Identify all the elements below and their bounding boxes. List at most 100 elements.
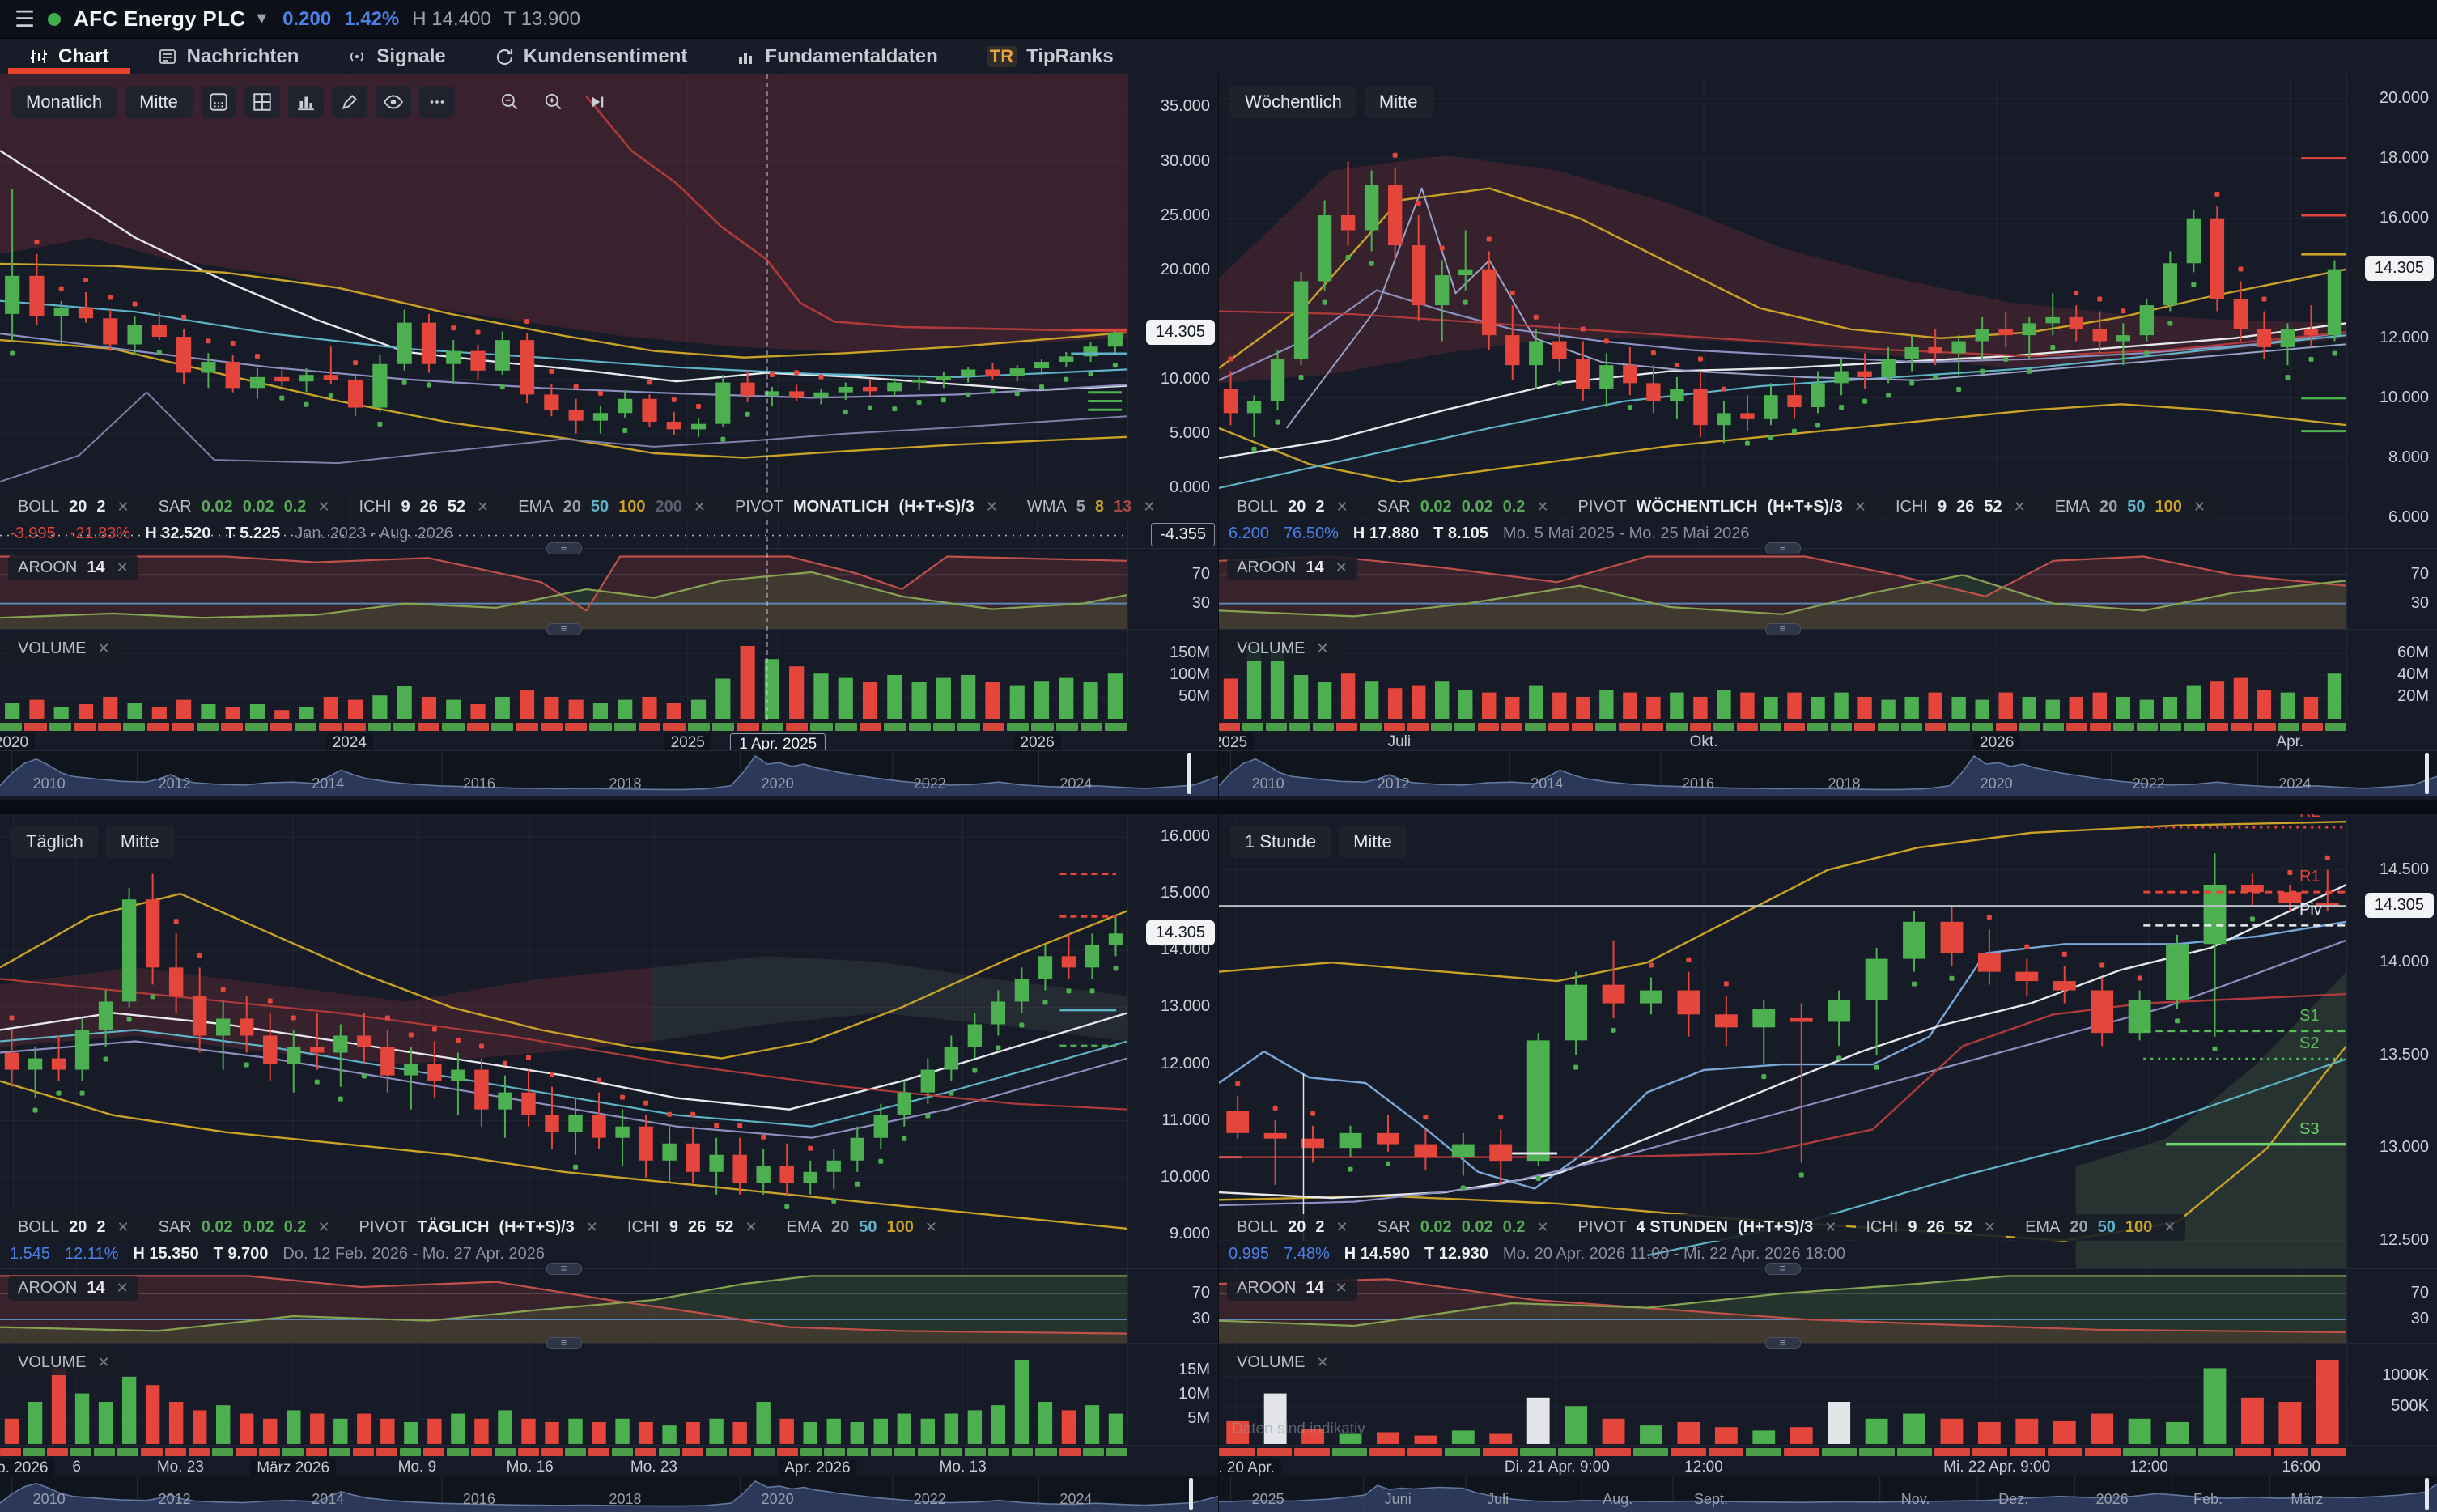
timeframe-chip[interactable]: 1 Stunde (1230, 826, 1331, 858)
tab-kundensentiment[interactable]: Kundensentiment (473, 39, 709, 74)
volume-chip[interactable]: VOLUME ✕ (1227, 1350, 1339, 1375)
chevron-down-icon[interactable]: ▼ (253, 10, 270, 28)
indicator-remove-icon[interactable]: ✕ (97, 1354, 110, 1370)
panel-resize-handle[interactable]: ≡ (546, 623, 582, 635)
navigator[interactable]: 2010 2012 2014 2016 2018 2020 2022 2024 (0, 1476, 1218, 1512)
timeframe-chip[interactable]: Täglich (11, 826, 98, 858)
indicator-remove-icon[interactable]: ✕ (116, 1280, 129, 1296)
indicator-remove-icon[interactable]: ✕ (477, 499, 490, 515)
indicator-chip-ema[interactable]: EMA 20 50 100 ✕ (2015, 1214, 2186, 1241)
indicator-chip-ema[interactable]: EMA 20 50 100 ✕ (2044, 494, 2216, 520)
indicator-remove-icon[interactable]: ✕ (2013, 499, 2026, 515)
aroon-chip[interactable]: AROON 14 ✕ (1227, 1276, 1357, 1301)
indicator-chip-boll[interactable]: BOLL 20 2 ✕ (8, 494, 139, 520)
nav-range-handle[interactable] (1187, 753, 1192, 794)
row-height-chip[interactable]: Mitte (125, 86, 193, 118)
indicator-remove-icon[interactable]: ✕ (1335, 1280, 1348, 1296)
indicator-chip-pivot[interactable]: PIVOT TÄGLICH (H+T+S)/3 ✕ (349, 1214, 608, 1241)
skip-end-button[interactable] (580, 86, 615, 118)
indicator-chip-ichi[interactable]: ICHI 9 26 52 ✕ (1885, 494, 2036, 520)
zoom-in-button[interactable] (536, 86, 571, 118)
volume-chip[interactable]: VOLUME ✕ (8, 1350, 120, 1375)
indicator-chip-ema[interactable]: EMA 20 50 100 200 ✕ (508, 494, 715, 520)
indicator-chip-boll[interactable]: BOLL 20 2 ✕ (1227, 1214, 1358, 1241)
indicator-remove-icon[interactable]: ✕ (97, 640, 110, 656)
indicator-remove-icon[interactable]: ✕ (117, 1219, 129, 1235)
indicator-chip-ichi[interactable]: ICHI 9 26 52 ✕ (1856, 1214, 2006, 1241)
timeframe-chip[interactable]: Monatlich (11, 86, 117, 118)
indicator-remove-icon[interactable]: ✕ (1536, 1219, 1549, 1235)
indicator-chip-sar[interactable]: SAR 0.02 0.02 0.2 ✕ (1367, 494, 1559, 520)
indicator-remove-icon[interactable]: ✕ (317, 499, 330, 515)
indicator-remove-icon[interactable]: ✕ (693, 499, 706, 515)
indicator-chip-pivot[interactable]: PIVOT MONATLICH (H+T+S)/3 ✕ (724, 494, 1008, 520)
indicator-chip-ichi[interactable]: ICHI 9 26 52 ✕ (349, 494, 499, 520)
zoom-out-button[interactable] (492, 86, 528, 118)
indicator-remove-icon[interactable]: ✕ (1143, 499, 1156, 515)
navigator[interactable]: 2010 2012 2014 2016 2018 2020 2022 2024 (1219, 750, 2437, 796)
navigator[interactable]: 2010 2012 2014 2016 2018 2020 2022 2024 (0, 750, 1218, 796)
indicator-remove-icon[interactable]: ✕ (1983, 1219, 1997, 1235)
indicator-remove-icon[interactable]: ✕ (317, 1219, 330, 1235)
keypad-button[interactable] (200, 86, 236, 118)
indicator-chip-ichi[interactable]: ICHI 9 26 52 ✕ (617, 1214, 767, 1241)
panel-resize-handle[interactable]: ≡ (546, 1337, 582, 1349)
nav-range-handle[interactable] (2424, 1478, 2429, 1510)
indicator-remove-icon[interactable]: ✕ (117, 499, 129, 515)
row-height-chip[interactable]: Mitte (1339, 826, 1407, 858)
tab-signale[interactable]: Signale (326, 39, 466, 74)
tab-fundamentaldaten[interactable]: Fundamentaldaten (715, 39, 958, 74)
eye-button[interactable] (375, 86, 411, 118)
navigator[interactable]: 2025 Juni Juli Aug. Sept. Nov. Dez. 2026 Feb. Mär… (1219, 1476, 2437, 1512)
bars-button[interactable] (287, 86, 324, 118)
indicator-chip-sar[interactable]: SAR 0.02 0.02 0.2 ✕ (1367, 1214, 1559, 1241)
volume-chip[interactable]: VOLUME ✕ (1227, 636, 1339, 661)
indicator-remove-icon[interactable]: ✕ (1335, 499, 1348, 515)
indicator-chip-pivot[interactable]: PIVOT 4 STUNDEN (H+T+S)/3 ✕ (1568, 1214, 1847, 1241)
indicator-remove-icon[interactable]: ✕ (1853, 499, 1866, 515)
indicator-chip-pivot[interactable]: PIVOT WÖCHENTLICH (H+T+S)/3 ✕ (1568, 494, 1876, 520)
indicator-chip-boll[interactable]: BOLL 20 2 ✕ (8, 1214, 139, 1241)
symbol-label[interactable]: AFC Energy PLC (74, 6, 246, 31)
aroon-chip[interactable]: AROON 14 ✕ (8, 555, 138, 580)
aroon-chip[interactable]: AROON 14 ✕ (1227, 555, 1357, 580)
timeframe-chip[interactable]: Wöchentlich (1230, 86, 1356, 118)
nav-range-handle[interactable] (1188, 1478, 1193, 1510)
indicator-remove-icon[interactable]: ✕ (1316, 1354, 1329, 1370)
menu-icon[interactable]: ☰ (15, 6, 36, 32)
nav-range-handle[interactable] (2424, 753, 2429, 794)
indicator-remove-icon[interactable]: ✕ (585, 1219, 598, 1235)
indicator-remove-icon[interactable]: ✕ (1316, 640, 1329, 656)
indicator-remove-icon[interactable]: ✕ (1335, 559, 1348, 575)
indicator-remove-icon[interactable]: ✕ (985, 499, 998, 515)
panel-resize-handle[interactable]: ≡ (1764, 1263, 1801, 1275)
grid-button[interactable] (244, 86, 280, 118)
volume-chip[interactable]: VOLUME ✕ (8, 636, 120, 661)
indicator-remove-icon[interactable]: ✕ (745, 1219, 758, 1235)
tab-chart[interactable]: Chart (8, 39, 130, 74)
more-button[interactable] (418, 86, 455, 118)
panel-resize-handle[interactable]: ≡ (546, 542, 582, 554)
panel-resize-handle[interactable]: ≡ (1764, 1337, 1801, 1349)
indicator-remove-icon[interactable]: ✕ (924, 1219, 937, 1235)
indicator-chip-boll[interactable]: BOLL 20 2 ✕ (1227, 494, 1358, 520)
indicator-remove-icon[interactable]: ✕ (2163, 1219, 2176, 1235)
panel-resize-handle[interactable]: ≡ (1764, 542, 1801, 554)
indicator-chip-sar[interactable]: SAR 0.02 0.02 0.2 ✕ (148, 494, 340, 520)
indicator-remove-icon[interactable]: ✕ (116, 559, 129, 575)
indicator-remove-icon[interactable]: ✕ (1536, 499, 1549, 515)
indicator-remove-icon[interactable]: ✕ (2193, 499, 2206, 515)
row-height-chip[interactable]: Mitte (105, 826, 174, 858)
panel-resize-handle[interactable]: ≡ (546, 1263, 582, 1275)
tab-nachrichten[interactable]: Nachrichten (137, 39, 321, 74)
indicator-chip-sar[interactable]: SAR 0.02 0.02 0.2 ✕ (148, 1214, 340, 1241)
pencil-button[interactable] (331, 86, 367, 118)
panel-resize-handle[interactable]: ≡ (1764, 623, 1801, 635)
tab-tipranks[interactable]: TR TipRanks (966, 39, 1135, 74)
aroon-chip[interactable]: AROON 14 ✕ (8, 1276, 138, 1301)
row-height-chip[interactable]: Mitte (1364, 86, 1433, 118)
indicator-chip-wma[interactable]: WMA 5 8 13 ✕ (1017, 494, 1165, 520)
indicator-chip-ema[interactable]: EMA 20 50 100 ✕ (776, 1214, 947, 1241)
indicator-remove-icon[interactable]: ✕ (1335, 1219, 1348, 1235)
indicator-remove-icon[interactable]: ✕ (1824, 1219, 1837, 1235)
